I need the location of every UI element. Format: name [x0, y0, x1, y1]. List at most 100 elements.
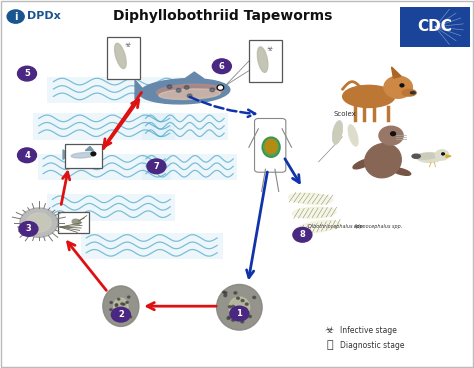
FancyBboxPatch shape	[33, 113, 175, 140]
Ellipse shape	[229, 297, 250, 318]
Circle shape	[27, 213, 51, 232]
Text: CDC: CDC	[418, 19, 453, 34]
Ellipse shape	[348, 125, 358, 146]
Text: Scolex: Scolex	[334, 111, 356, 117]
Circle shape	[111, 307, 130, 322]
Text: Infective stage: Infective stage	[340, 326, 397, 335]
Ellipse shape	[114, 298, 128, 314]
Circle shape	[400, 84, 404, 87]
Ellipse shape	[159, 89, 220, 99]
Circle shape	[384, 76, 412, 98]
Ellipse shape	[412, 154, 420, 158]
Text: 6: 6	[219, 62, 225, 71]
Ellipse shape	[68, 151, 98, 160]
FancyBboxPatch shape	[142, 154, 237, 180]
Polygon shape	[446, 155, 451, 158]
Text: 𝄢: 𝄢	[326, 340, 333, 350]
Circle shape	[228, 306, 231, 308]
Circle shape	[237, 297, 239, 299]
Circle shape	[436, 150, 449, 160]
Text: 2: 2	[118, 310, 124, 319]
Circle shape	[91, 152, 96, 156]
Ellipse shape	[353, 159, 373, 169]
Circle shape	[244, 308, 246, 310]
Text: 8: 8	[300, 230, 305, 239]
Text: 1: 1	[237, 309, 242, 318]
Circle shape	[379, 126, 403, 145]
Circle shape	[241, 300, 244, 302]
Circle shape	[115, 304, 118, 305]
Circle shape	[242, 318, 245, 320]
FancyBboxPatch shape	[81, 233, 223, 259]
Ellipse shape	[392, 168, 410, 175]
Circle shape	[224, 294, 227, 297]
FancyBboxPatch shape	[58, 212, 89, 233]
Ellipse shape	[103, 286, 139, 326]
Circle shape	[236, 313, 238, 315]
Circle shape	[115, 304, 118, 306]
Ellipse shape	[292, 207, 336, 218]
Circle shape	[167, 85, 172, 89]
Ellipse shape	[343, 85, 395, 107]
Circle shape	[18, 148, 36, 163]
Ellipse shape	[217, 284, 262, 330]
Ellipse shape	[140, 79, 230, 104]
Polygon shape	[185, 72, 204, 79]
Circle shape	[109, 309, 112, 311]
Ellipse shape	[296, 220, 340, 233]
Circle shape	[248, 315, 251, 318]
Circle shape	[253, 296, 255, 298]
Circle shape	[241, 321, 244, 323]
Circle shape	[212, 59, 231, 74]
Circle shape	[147, 159, 166, 174]
FancyBboxPatch shape	[107, 37, 140, 79]
Text: 7: 7	[154, 162, 159, 171]
Circle shape	[230, 306, 249, 321]
Ellipse shape	[115, 43, 126, 68]
FancyBboxPatch shape	[38, 154, 171, 180]
Circle shape	[176, 89, 181, 92]
Circle shape	[20, 208, 58, 237]
Circle shape	[219, 86, 222, 89]
Polygon shape	[85, 146, 93, 151]
FancyBboxPatch shape	[249, 40, 282, 82]
Circle shape	[231, 311, 234, 313]
Text: Diphyllobothriid Tapeworms: Diphyllobothriid Tapeworms	[113, 9, 332, 23]
Circle shape	[246, 303, 248, 305]
Circle shape	[118, 314, 120, 316]
Circle shape	[227, 317, 230, 319]
Ellipse shape	[72, 219, 81, 224]
Circle shape	[119, 311, 122, 312]
Circle shape	[293, 227, 312, 242]
Ellipse shape	[417, 153, 442, 162]
Circle shape	[223, 291, 226, 293]
Circle shape	[184, 86, 189, 89]
FancyBboxPatch shape	[400, 7, 470, 47]
Ellipse shape	[365, 144, 401, 178]
Circle shape	[118, 298, 120, 300]
Ellipse shape	[415, 153, 438, 159]
Circle shape	[113, 316, 115, 318]
Text: ☣: ☣	[125, 42, 131, 48]
Circle shape	[19, 222, 38, 236]
Polygon shape	[63, 150, 69, 159]
Text: 4: 4	[24, 151, 30, 160]
Ellipse shape	[156, 84, 223, 98]
Polygon shape	[135, 80, 144, 99]
Text: 3: 3	[26, 224, 31, 233]
Text: Diagnostic stage: Diagnostic stage	[340, 341, 405, 350]
Circle shape	[232, 319, 235, 321]
Text: Dibothriocephalus spp.: Dibothriocephalus spp.	[308, 224, 365, 229]
Circle shape	[442, 153, 444, 155]
Circle shape	[187, 94, 192, 98]
Circle shape	[129, 316, 132, 318]
Circle shape	[110, 301, 112, 303]
Ellipse shape	[410, 92, 415, 94]
Text: 5: 5	[24, 69, 30, 78]
FancyBboxPatch shape	[47, 194, 175, 221]
Circle shape	[112, 316, 115, 318]
Circle shape	[217, 85, 224, 90]
Circle shape	[126, 301, 128, 303]
Circle shape	[18, 66, 36, 81]
Text: Adenocephalus spp.: Adenocephalus spp.	[353, 224, 402, 229]
